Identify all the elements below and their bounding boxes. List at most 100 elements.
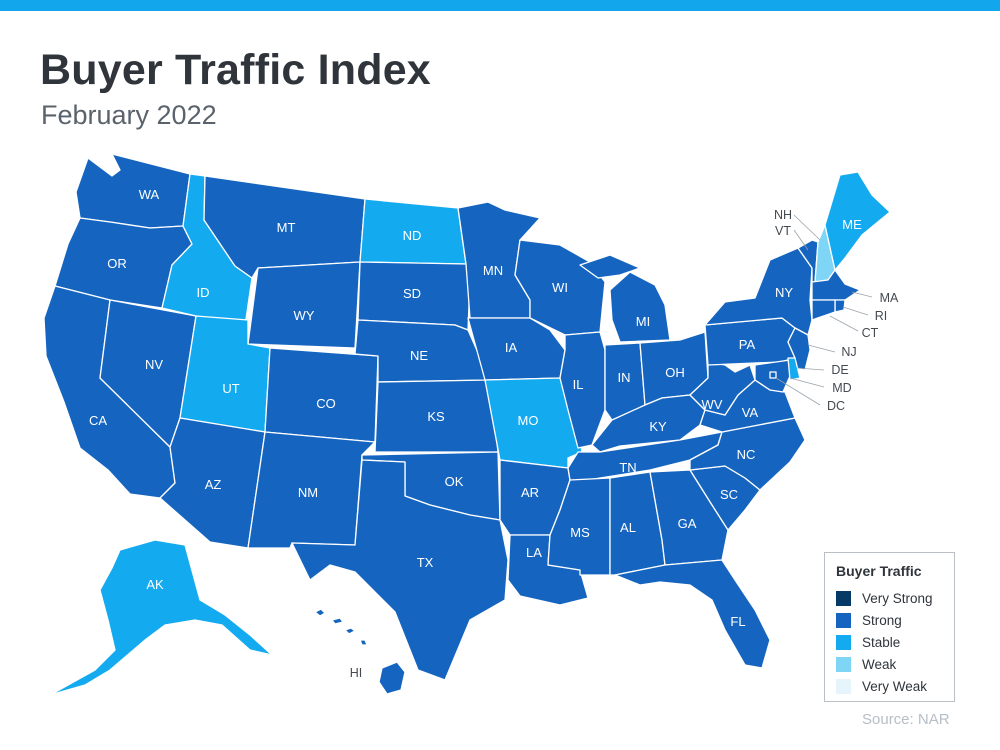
label-fl: FL — [730, 614, 745, 629]
state-me[interactable] — [824, 171, 891, 271]
label-tn: TN — [619, 460, 636, 475]
state-de[interactable] — [787, 357, 801, 381]
state-ak[interactable] — [49, 539, 273, 696]
label-vt: VT — [775, 224, 791, 238]
leader-ma — [851, 291, 873, 298]
label-wi: WI — [552, 280, 568, 295]
legend-swatch — [836, 590, 851, 606]
label-ne: NE — [410, 348, 428, 363]
legend-item-very-strong: Very Strong — [836, 590, 933, 606]
label-co: CO — [316, 396, 336, 411]
legend-item-very-weak: Very Weak — [836, 678, 927, 694]
state-ri[interactable] — [834, 299, 846, 313]
label-oh: OH — [665, 365, 685, 380]
label-in: IN — [618, 370, 631, 385]
state-dc[interactable] — [769, 371, 777, 379]
label-ak: AK — [146, 577, 164, 592]
legend-label: Stable — [862, 634, 901, 650]
state-wy[interactable] — [247, 261, 361, 349]
label-sc: SC — [720, 487, 738, 502]
legend-label: Very Strong — [862, 590, 933, 606]
label-ms: MS — [570, 525, 590, 540]
state-tx[interactable] — [291, 459, 509, 681]
state-hi[interactable] — [314, 608, 406, 695]
label-wa: WA — [139, 187, 160, 202]
label-al: AL — [620, 520, 636, 535]
leader-ct — [829, 315, 859, 332]
label-mo: MO — [518, 413, 539, 428]
label-mn: MN — [483, 263, 503, 278]
leader-de — [796, 367, 825, 371]
label-md: MD — [832, 381, 851, 395]
legend-item-stable: Stable — [836, 634, 900, 650]
leader-dc — [775, 377, 821, 406]
label-az: AZ — [205, 477, 222, 492]
legend-label: Strong — [862, 612, 902, 628]
label-id: ID — [197, 285, 210, 300]
label-ia: IA — [505, 340, 518, 355]
state-fl[interactable] — [614, 559, 771, 669]
label-wy: WY — [294, 308, 315, 323]
state-il[interactable] — [559, 331, 606, 449]
legend-title: Buyer Traffic — [836, 563, 922, 579]
page-subtitle: February 2022 — [41, 100, 217, 130]
label-ct: CT — [862, 326, 879, 340]
label-ri: RI — [875, 309, 888, 323]
label-nc: NC — [737, 447, 756, 462]
leader-md — [789, 377, 825, 388]
state-mi[interactable] — [579, 254, 671, 343]
label-ok: OK — [445, 474, 464, 489]
label-nm: NM — [298, 485, 318, 500]
page-title: Buyer Traffic Index — [40, 46, 431, 94]
label-me: ME — [842, 217, 862, 232]
state-wv[interactable] — [689, 361, 756, 416]
label-ks: KS — [427, 409, 445, 424]
label-mt: MT — [277, 220, 296, 235]
label-nh: NH — [774, 208, 792, 222]
state-ct[interactable] — [811, 299, 836, 321]
label-mi: MI — [636, 314, 650, 329]
label-wv: WV — [702, 397, 723, 412]
legend: Buyer Traffic Very Strong Strong Stable … — [824, 552, 955, 702]
label-ca: CA — [89, 413, 107, 428]
leader-nh — [793, 214, 821, 241]
label-ma: MA — [880, 291, 899, 305]
top-accent-bar — [0, 0, 1000, 11]
label-ny: NY — [775, 285, 793, 300]
state-ny[interactable] — [704, 247, 813, 336]
legend-item-strong: Strong — [836, 612, 902, 628]
label-ar: AR — [521, 485, 539, 500]
label-nd: ND — [403, 228, 422, 243]
leader-vt — [793, 229, 809, 251]
label-sd: SD — [403, 286, 421, 301]
label-nj: NJ — [841, 345, 856, 359]
label-pa: PA — [739, 337, 756, 352]
label-ky: KY — [649, 419, 667, 434]
legend-swatch — [836, 656, 851, 672]
legend-swatch — [836, 612, 851, 628]
state-wa[interactable] — [75, 153, 191, 229]
leader-ri — [842, 306, 869, 316]
legend-label: Very Weak — [862, 678, 928, 694]
state-nj[interactable] — [787, 327, 811, 371]
label-hi: HI — [350, 666, 363, 680]
legend-swatch — [836, 634, 851, 650]
label-va: VA — [742, 405, 759, 420]
label-ut: UT — [222, 381, 239, 396]
state-nc[interactable] — [689, 417, 806, 491]
label-ga: GA — [678, 516, 697, 531]
label-or: OR — [107, 256, 127, 271]
legend-label: Weak — [862, 656, 897, 672]
label-tx: TX — [417, 555, 434, 570]
legend-item-weak: Weak — [836, 656, 896, 672]
label-dc: DC — [827, 399, 845, 413]
legend-swatch — [836, 678, 851, 694]
label-la: LA — [526, 545, 542, 560]
label-il: IL — [573, 377, 584, 392]
leader-nj — [807, 344, 836, 353]
source-note: Source: NAR — [862, 711, 950, 728]
label-nv: NV — [145, 357, 163, 372]
label-de: DE — [831, 363, 848, 377]
state-co[interactable] — [264, 347, 379, 443]
